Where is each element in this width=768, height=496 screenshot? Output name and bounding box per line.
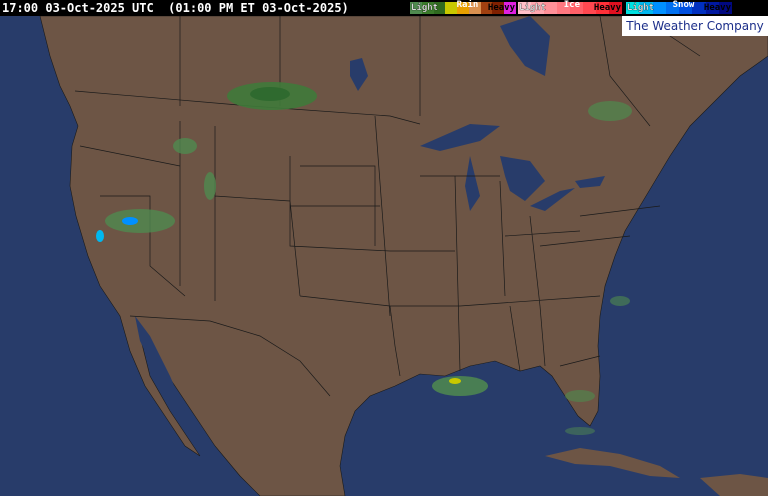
- legend-swatch: [665, 2, 679, 14]
- legend-light-label: Light: [519, 3, 547, 13]
- hispaniola: [700, 474, 768, 496]
- legend-title: Rain: [456, 0, 479, 10]
- legend-swatch: [421, 2, 434, 14]
- legend-swatch: [639, 2, 653, 14]
- legend-swatch: [692, 2, 706, 14]
- legend-swatch: [596, 2, 609, 14]
- legend-swatch: [718, 2, 732, 14]
- map[interactable]: [0, 16, 768, 496]
- legend-swatch: [626, 2, 640, 14]
- weather-company-logo: The Weather Company: [622, 16, 768, 36]
- legend-swatch: [544, 2, 557, 14]
- legend-swatch: [557, 2, 570, 14]
- legend-swatch: [705, 2, 719, 14]
- legend-title: Ice: [563, 0, 581, 10]
- legend-swatch: [583, 2, 596, 14]
- gulf-of-california: [135, 316, 185, 411]
- legend-swatch: [518, 2, 531, 14]
- land: [39, 16, 768, 496]
- timestamp: 17:00 03-Oct-2025 UTC (01:00 PM ET 03-Oc…: [2, 1, 349, 15]
- legend-swatch: [652, 2, 666, 14]
- legend-ice: Light Heavy Ice: [518, 0, 622, 14]
- legend-swatch: [492, 2, 505, 14]
- legend-swatch: [480, 2, 493, 14]
- legend-swatch: [410, 2, 422, 14]
- legend-swatch: [457, 2, 469, 14]
- legend-swatch: [531, 2, 544, 14]
- legend-heavy-label: Heavy: [703, 3, 731, 13]
- legend-swatch: [679, 2, 693, 14]
- legend-title: Snow: [672, 0, 695, 10]
- cuba: [545, 448, 680, 478]
- legend-snow: Light Heavy Snow: [626, 0, 732, 14]
- borders: [74, 16, 701, 397]
- precipitation: [96, 82, 632, 435]
- legend-swatch: [504, 2, 517, 14]
- legend-light-label: Light: [627, 3, 655, 13]
- legend-heavy-label: Heavy: [487, 3, 515, 13]
- legend-rain: Light Heavy Rain: [410, 0, 517, 14]
- legend-light-label: Light: [411, 3, 439, 13]
- legend-swatch: [445, 2, 458, 14]
- legend-swatch: [433, 2, 446, 14]
- legend-swatch: [609, 2, 622, 14]
- legend-heavy-label: Heavy: [593, 3, 621, 13]
- legend-swatch: [570, 2, 583, 14]
- legend-swatch: [468, 2, 481, 14]
- great-lakes: [350, 16, 605, 211]
